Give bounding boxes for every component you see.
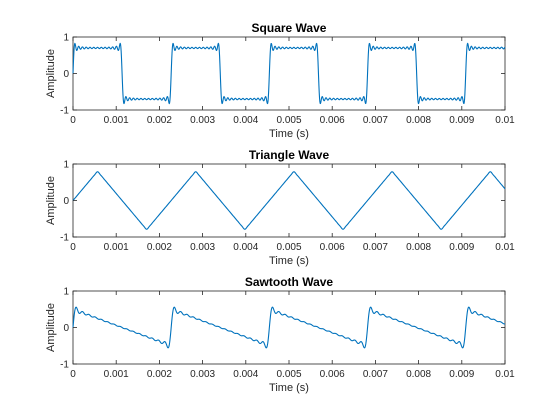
y-tick-label: -1 bbox=[60, 360, 69, 371]
series-line-square bbox=[72, 42, 506, 105]
series-line-sawtooth bbox=[72, 306, 506, 349]
x-axis-label: Time (s) bbox=[269, 382, 309, 394]
x-tick-label: 0.001 bbox=[104, 242, 129, 253]
plot-area bbox=[72, 290, 506, 365]
x-tick-label: 0.007 bbox=[363, 369, 388, 380]
x-tick-label: 0.008 bbox=[406, 115, 431, 126]
x-tick-label: 0.005 bbox=[276, 115, 301, 126]
x-tick-label: 0 bbox=[70, 242, 76, 253]
subplot-square: 0 0.001 0.002 0.003 0.004 0.005 0.006 0.007 0.00… bbox=[45, 21, 515, 140]
x-tick-label: 0.01 bbox=[495, 115, 515, 126]
x-tick-label: 0.009 bbox=[449, 242, 474, 253]
x-tick-label: 0.002 bbox=[147, 242, 172, 253]
y-tick-label: -1 bbox=[60, 106, 69, 117]
x-tick-label: 0.003 bbox=[190, 242, 215, 253]
x-tick-label: 0.007 bbox=[363, 242, 388, 253]
x-tick-label: 0.006 bbox=[320, 369, 345, 380]
x-tick-label: 0.006 bbox=[320, 115, 345, 126]
x-tick-label: 0.008 bbox=[406, 242, 431, 253]
x-tick-label: 0.006 bbox=[320, 242, 345, 253]
y-tick-label: -1 bbox=[60, 233, 69, 244]
y-tick-label: 1 bbox=[63, 287, 69, 298]
x-tick-label: 0.009 bbox=[449, 115, 474, 126]
y-axis-label: Amplitude bbox=[45, 176, 57, 225]
chart-title: Triangle Wave bbox=[249, 148, 330, 162]
plot-area bbox=[72, 163, 506, 238]
chart-title: Sawtooth Wave bbox=[245, 275, 334, 289]
x-tick-label: 0.002 bbox=[147, 369, 172, 380]
x-tick-label: 0.002 bbox=[147, 115, 172, 126]
x-tick-label: 0.004 bbox=[233, 115, 258, 126]
subplot-triangle: 0 0.001 0.002 0.003 0.004 0.005 0.006 0.007 0.00… bbox=[45, 148, 515, 267]
x-tick-label: 0.001 bbox=[104, 369, 129, 380]
x-tick-label: 0.005 bbox=[276, 242, 301, 253]
x-tick-label: 0 bbox=[70, 115, 76, 126]
x-tick-label: 0.005 bbox=[276, 369, 301, 380]
x-tick-label: 0.003 bbox=[190, 369, 215, 380]
x-tick-label: 0.004 bbox=[233, 242, 258, 253]
x-tick-label: 0.004 bbox=[233, 369, 258, 380]
subplot-sawtooth: 0 0.001 0.002 0.003 0.004 0.005 0.006 0.007 0.00… bbox=[45, 275, 515, 394]
y-tick-label: 0 bbox=[63, 196, 69, 207]
y-tick-label: 0 bbox=[63, 323, 69, 334]
x-tick-label: 0.001 bbox=[104, 115, 129, 126]
x-axis-label: Time (s) bbox=[269, 128, 309, 140]
x-axis-label: Time (s) bbox=[269, 255, 309, 267]
x-tick-label: 0.003 bbox=[190, 115, 215, 126]
x-tick-label: 0.01 bbox=[495, 369, 515, 380]
y-axis-label: Amplitude bbox=[45, 303, 57, 352]
x-tick-label: 0 bbox=[70, 369, 76, 380]
y-tick-label: 1 bbox=[63, 33, 69, 44]
x-tick-label: 0.01 bbox=[495, 242, 515, 253]
x-tick-label: 0.008 bbox=[406, 369, 431, 380]
y-axis-label: Amplitude bbox=[45, 49, 57, 98]
plot-area bbox=[72, 36, 506, 111]
series-line-triangle bbox=[72, 171, 506, 230]
x-tick-label: 0.009 bbox=[449, 369, 474, 380]
y-tick-label: 1 bbox=[63, 160, 69, 171]
y-tick-label: 0 bbox=[63, 69, 69, 80]
x-tick-label: 0.007 bbox=[363, 115, 388, 126]
chart-title: Square Wave bbox=[252, 21, 327, 35]
